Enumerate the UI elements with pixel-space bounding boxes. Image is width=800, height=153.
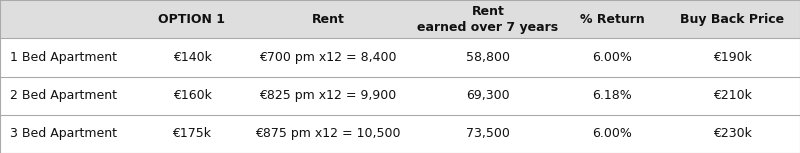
Bar <box>0 115 800 153</box>
Text: % Return: % Return <box>580 13 644 26</box>
Text: €825 pm x12 = 9,900: €825 pm x12 = 9,900 <box>259 89 397 102</box>
Text: €700 pm x12 = 8,400: €700 pm x12 = 8,400 <box>259 51 397 64</box>
Text: Rent: Rent <box>311 13 345 26</box>
Text: 69,300: 69,300 <box>466 89 510 102</box>
Text: €190k: €190k <box>713 51 751 64</box>
Text: €875 pm x12 = 10,500: €875 pm x12 = 10,500 <box>255 127 401 140</box>
Text: €140k: €140k <box>173 51 211 64</box>
Text: €175k: €175k <box>173 127 211 140</box>
Text: €160k: €160k <box>173 89 211 102</box>
Text: Buy Back Price: Buy Back Price <box>680 13 784 26</box>
Bar <box>0 0 800 38</box>
Text: 6.00%: 6.00% <box>592 51 632 64</box>
Text: 6.00%: 6.00% <box>592 127 632 140</box>
Text: 6.18%: 6.18% <box>592 89 632 102</box>
Bar <box>0 38 800 76</box>
Text: 58,800: 58,800 <box>466 51 510 64</box>
Text: 2 Bed Apartment: 2 Bed Apartment <box>10 89 117 102</box>
Text: €230k: €230k <box>713 127 751 140</box>
Text: 73,500: 73,500 <box>466 127 510 140</box>
Text: 1 Bed Apartment: 1 Bed Apartment <box>10 51 117 64</box>
Text: 3 Bed Apartment: 3 Bed Apartment <box>10 127 117 140</box>
Bar <box>0 76 800 115</box>
Text: €210k: €210k <box>713 89 751 102</box>
Text: Rent
earned over 7 years: Rent earned over 7 years <box>418 5 558 34</box>
Text: OPTION 1: OPTION 1 <box>158 13 226 26</box>
